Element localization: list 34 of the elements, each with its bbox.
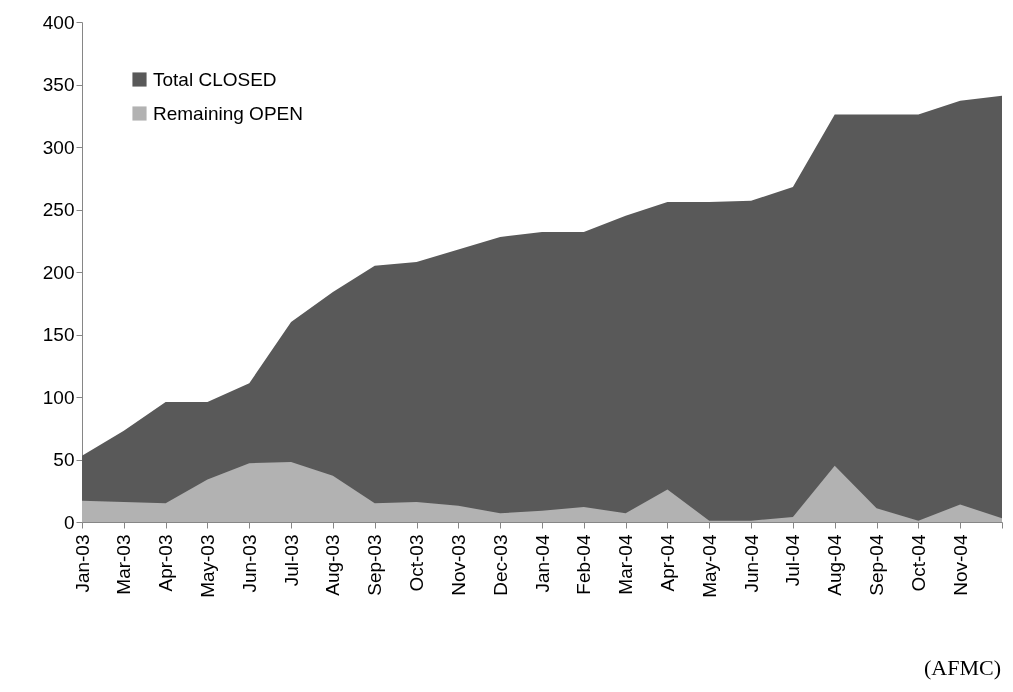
y-tick-label: 200: [42, 261, 75, 283]
y-tick-label: 0: [63, 511, 75, 533]
x-tick-label: Aug-03: [322, 534, 344, 596]
x-tick-label: Oct-03: [406, 534, 428, 592]
y-tick-label: 300: [42, 136, 75, 158]
x-tick-label: Sep-04: [866, 534, 888, 596]
legend-label: Total CLOSED: [153, 68, 277, 90]
x-tick-label: Mar-03: [113, 534, 135, 595]
x-tick-label: Mar-04: [615, 534, 637, 595]
y-tick-label: 250: [42, 199, 75, 220]
x-tick-label: Feb-04: [573, 534, 595, 595]
y-tick-label: 350: [42, 74, 75, 95]
y-tick-label: 100: [42, 386, 75, 408]
x-tick-label: Nov-04: [949, 534, 971, 596]
x-tick-label: May-03: [196, 534, 218, 598]
legend-label: Remaining OPEN: [153, 102, 303, 124]
x-tick-label: Jan-04: [531, 534, 553, 593]
x-tick-label: Jun-03: [238, 534, 260, 593]
x-tick-label: Nov-03: [447, 534, 469, 596]
y-tick-label: 400: [42, 11, 75, 33]
x-tick-label: Jun-04: [740, 534, 762, 593]
x-tick-label: Jan-03: [71, 534, 93, 593]
x-tick-label: Jul-03: [280, 534, 302, 587]
x-tick-label: Apr-03: [155, 534, 177, 592]
x-tick-label: Sep-03: [364, 534, 386, 596]
y-tick-label: 150: [42, 324, 75, 345]
x-tick-label: May-04: [698, 534, 720, 598]
x-tick-label: Apr-04: [656, 534, 678, 592]
x-tick-label: Dec-03: [489, 534, 511, 596]
x-tick-label: Aug-04: [824, 534, 846, 596]
text: (AFMC): [923, 655, 1001, 681]
y-tick-label: 50: [53, 449, 75, 470]
x-tick-label: Jul-04: [782, 534, 804, 587]
x-tick-label: Oct-04: [907, 534, 929, 592]
